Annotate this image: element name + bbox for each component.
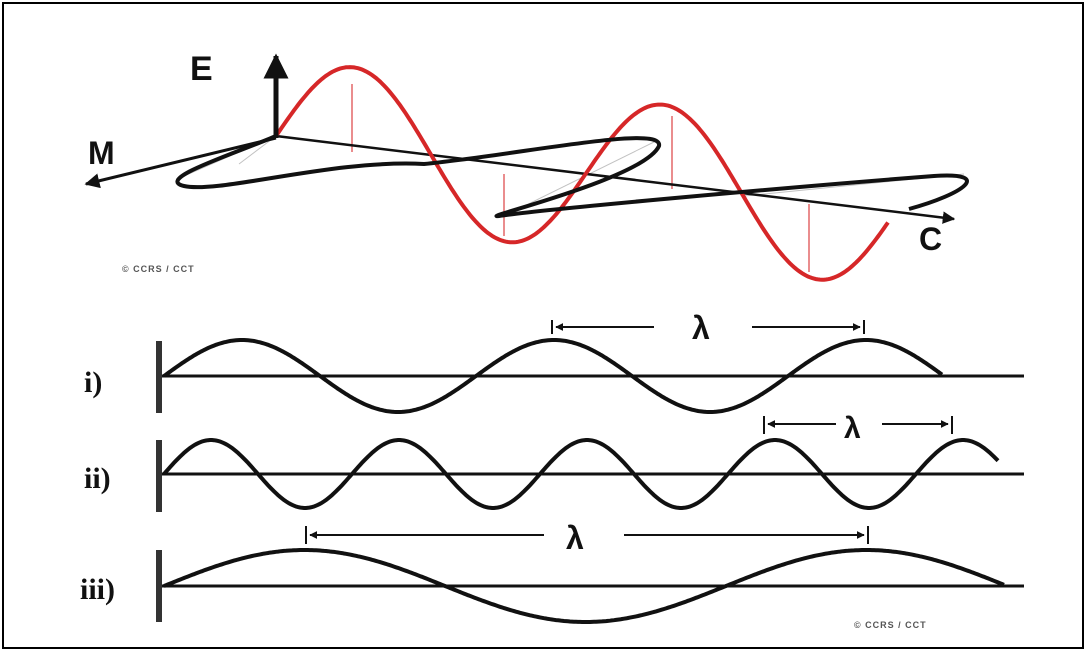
electric-field-vectors (351, 84, 810, 272)
wave-panel-i: i) λ (84, 310, 1024, 414)
wave-panel-iii: iii) λ (80, 520, 1024, 624)
bottom-credit: © CCRS / CCT (854, 620, 927, 630)
wall-bar (156, 440, 162, 512)
panel-label: i) (84, 366, 102, 399)
wavelength-symbol: λ (692, 310, 710, 346)
top-credit: © CCRS / CCT (122, 264, 195, 274)
wavelength-symbol: λ (566, 520, 584, 556)
label-propagation: C (919, 221, 942, 257)
panel-label: ii) (84, 462, 111, 495)
label-electric: E (190, 50, 213, 88)
wall-bar (156, 550, 162, 622)
magnetic-wave (175, 134, 969, 219)
wave-ii (162, 438, 1000, 510)
wave-i (162, 338, 944, 414)
panel-label: iii) (80, 573, 115, 606)
wall-bar (156, 341, 162, 413)
wave-panel-ii: ii) λ (84, 412, 1024, 512)
em-wave-3d: E M C © CCRS / CCT (84, 50, 969, 282)
electric-wave (274, 65, 890, 282)
magnetic-plane-hatching (183, 135, 965, 217)
wavelength-symbol: λ (844, 412, 861, 445)
label-magnetic: M (88, 135, 115, 171)
wave-iii (163, 548, 1005, 624)
em-wave-diagram: E M C © CCRS / CCT i) λ ii) λ iii) (80, 50, 1024, 630)
arrow-left-icon (84, 136, 277, 189)
